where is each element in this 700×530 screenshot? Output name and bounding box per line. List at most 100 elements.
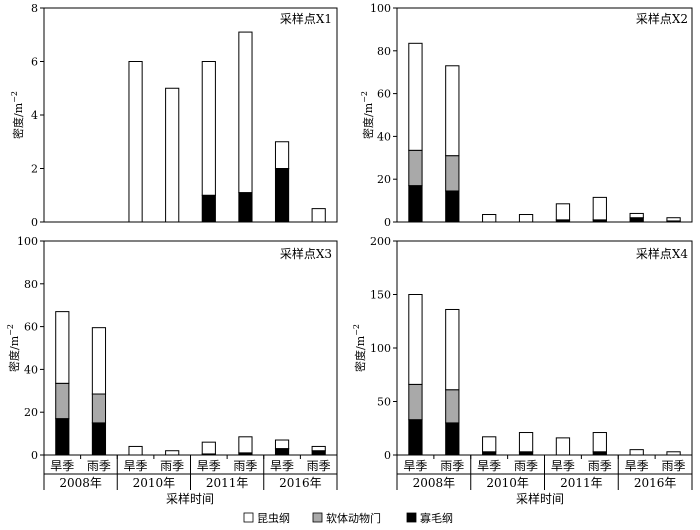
year-label: 2010年 [133,476,176,490]
bar-insect [445,65,460,157]
x-tick-label: 雨季 [588,459,612,473]
bar-insect [482,436,497,453]
legend-swatch-mollusc [312,512,323,523]
year-label: 2016年 [634,476,677,490]
y-tick-label: 8 [31,2,38,15]
bar-mollusc [445,155,460,192]
x-tick-label: 雨季 [160,459,184,473]
bar-oligo [408,185,423,223]
bar-mollusc [91,393,107,424]
x-tick-label: 旱季 [403,459,427,473]
bar-insect [201,61,216,196]
bar-oligo [55,418,70,456]
bar-oligo [445,190,460,223]
year-label: 2016年 [279,476,322,490]
bar-mollusc [445,389,460,424]
y-tick-label: 40 [24,363,38,376]
y-tick-label: 20 [377,173,391,186]
plot-frame [396,7,693,223]
y-tick-label: 100 [370,2,391,15]
bar-insect [445,308,460,391]
y-tick-label: 60 [377,88,391,101]
x-tick-label: 雨季 [440,459,464,473]
bar-insect [311,208,326,223]
bar-insect [91,327,107,395]
x-tick-label: 雨季 [233,459,257,473]
y-tick-label: 80 [24,278,38,291]
bar-insect [666,451,681,456]
y-tick-label: 100 [370,342,391,355]
y-tick-label: 4 [31,109,38,122]
legend: 昆虫纲 软体动物门 寡毛纲 [243,511,453,525]
x-tick-label: 旱季 [197,459,221,473]
year-label: 2011年 [206,476,249,490]
bar-mollusc [408,383,423,421]
bar-insect [408,42,423,151]
legend-swatch-oligo [406,512,417,523]
panel-title: 采样点X1 [280,11,332,26]
bar-insect [55,311,70,384]
bar-insect [629,212,644,219]
y-tick-label: 40 [377,130,391,143]
bar-oligo [408,419,423,456]
bar-insect [555,437,571,456]
y-axis-label: 密度/m−2 [352,324,367,372]
legend-label-mollusc: 软体动物门 [326,511,381,525]
legend-swatch-insect [243,512,254,523]
year-label: 2010年 [486,476,529,490]
bar-insect [274,439,290,450]
bar-insect [274,141,290,169]
x-tick-label: 雨季 [307,459,331,473]
x-tick-label: 旱季 [625,459,649,473]
legend-label-oligo: 寡毛纲 [420,511,453,525]
bar-insect [165,450,180,456]
plot-frame [396,240,693,456]
bar-oligo [274,448,290,456]
y-tick-label: 0 [384,449,391,462]
legend-label-insect: 昆虫纲 [257,512,290,525]
panel-title: 采样点X2 [636,11,688,26]
panel-title: 采样点X3 [280,246,332,261]
x-tick-label: 雨季 [87,459,111,473]
x-axis-label-left: 采样时间 [166,491,214,506]
panel-title: 采样点X4 [636,246,689,261]
y-tick-label: 6 [31,56,38,69]
bar-insect [518,432,534,453]
bar-oligo [201,194,216,223]
bar-insect [666,217,681,222]
x-tick-label: 雨季 [662,459,686,473]
x-tick-label: 旱季 [551,459,575,473]
y-tick-label: 50 [377,396,391,409]
year-label: 2008年 [59,476,102,490]
x-axis-label-right: 采样时间 [516,491,564,506]
y-tick-label: 20 [24,406,38,419]
bar-insect [311,445,326,452]
bar-oligo [445,422,460,456]
bar-oligo [238,192,253,223]
y-tick-label: 2 [31,163,38,176]
y-tick-label: 150 [370,289,391,302]
bar-insect [128,61,143,223]
panel-x4: 采样点X4 密度/m−2 050100150200旱季 雨季 旱季 雨季 旱季 雨季 旱季雨… [352,235,693,490]
y-tick-label: 200 [370,235,391,248]
y-tick-label: 0 [31,449,38,462]
bar-oligo [274,168,290,223]
bar-insect [238,31,253,194]
y-axis-label: 密度/m−2 [6,324,21,372]
bar-insect [165,87,180,223]
y-tick-label: 80 [377,45,391,58]
y-axis-label: 密度/m−2 [360,91,375,139]
year-label: 2011年 [560,476,603,490]
bar-insect [592,196,607,221]
y-tick-label: 0 [31,216,38,229]
plot-frame [43,7,338,223]
x-tick-label: 旱季 [124,459,148,473]
bar-oligo [629,217,644,223]
bar-oligo [311,450,326,456]
year-label: 2008年 [413,476,456,490]
x-tick-label: 旱季 [270,459,294,473]
bar-insect [518,214,534,223]
bar-insect [128,445,143,456]
bar-insect [555,203,571,221]
